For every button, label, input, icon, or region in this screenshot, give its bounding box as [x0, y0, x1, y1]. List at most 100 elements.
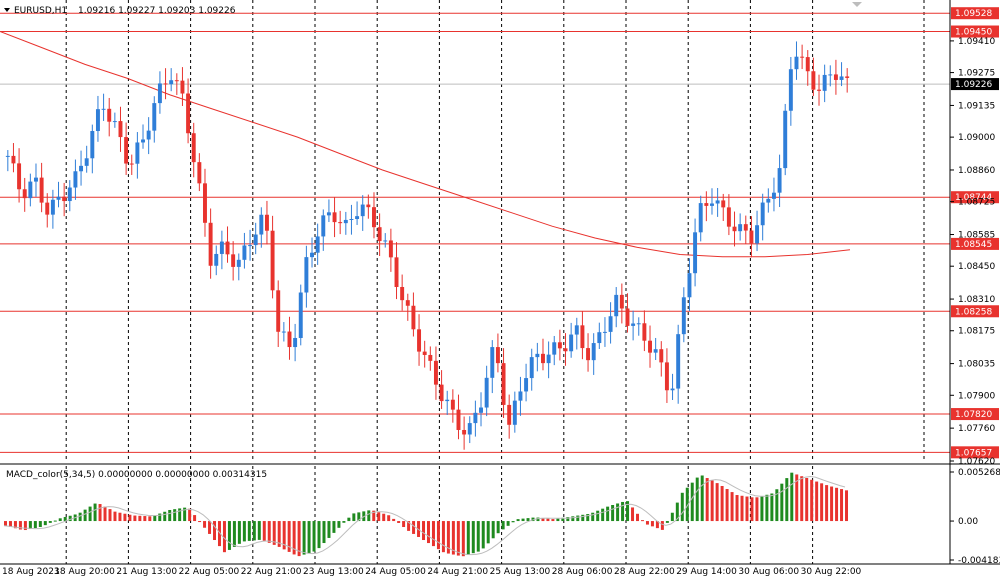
price-tick-label: 1.08035 — [958, 360, 995, 370]
candle-body — [270, 230, 275, 291]
candle-body — [811, 71, 816, 90]
macd-bar — [327, 521, 331, 538]
macd-bar — [805, 478, 809, 522]
level-tag-label: 1.09528 — [955, 9, 992, 19]
candle-body — [653, 349, 658, 353]
price-tick-label: 1.09275 — [958, 69, 995, 79]
macd-bar — [332, 521, 336, 533]
candle-body — [563, 348, 568, 352]
macd-bar — [645, 521, 649, 525]
candle-body — [146, 130, 151, 140]
candle-body — [664, 362, 669, 391]
macd-bar — [431, 521, 435, 547]
candle-body — [687, 273, 692, 298]
macd-bar — [188, 508, 192, 522]
macd-bar — [491, 521, 495, 539]
macd-bar — [312, 521, 316, 552]
macd-bar — [725, 489, 729, 522]
macd-bar — [193, 515, 197, 522]
candle-body — [169, 80, 174, 85]
macd-bar — [267, 521, 271, 543]
scroll-marker-icon[interactable] — [852, 2, 862, 7]
macd-bar — [422, 521, 426, 541]
macd-bar — [800, 476, 804, 522]
macd-bar — [710, 480, 714, 522]
candle-body — [304, 257, 309, 293]
candle-body — [73, 171, 78, 188]
candle-body — [366, 204, 371, 208]
candle-body — [535, 353, 540, 358]
macd-bar — [232, 521, 236, 547]
level-tag — [951, 305, 999, 318]
macd-bar — [93, 503, 97, 522]
macd-bar — [750, 497, 754, 522]
macd-bar — [208, 521, 212, 534]
candle-body — [788, 69, 793, 111]
macd-bar — [655, 521, 659, 529]
macd-bar — [795, 474, 799, 522]
macd-bar — [526, 518, 530, 522]
candle-body — [62, 196, 67, 202]
macd-indicator-label: MACD_color(5,34,5) 0.00000000 0.00000000… — [6, 470, 267, 480]
macd-bar — [118, 512, 122, 522]
candle-body — [625, 308, 630, 326]
candle-body — [214, 253, 219, 266]
macd-bar — [257, 521, 261, 540]
macd-bar — [292, 521, 296, 555]
macd-bar — [337, 521, 341, 528]
candle-body — [95, 109, 100, 132]
macd-bar — [8, 521, 12, 527]
level-tag — [951, 237, 999, 250]
ma-line — [0, 31, 851, 258]
macd-bar — [317, 521, 321, 549]
candle-body — [619, 294, 624, 309]
candle-body — [163, 83, 168, 85]
candle-body — [833, 74, 838, 80]
macd-bar — [392, 518, 396, 522]
moving-average — [0, 31, 851, 258]
dropdown-triangle-icon[interactable] — [4, 8, 10, 12]
macd-bar — [138, 515, 142, 522]
macd-bar — [451, 521, 455, 555]
macd-bar — [168, 509, 172, 522]
candle-body — [388, 240, 393, 258]
macd-bar — [173, 509, 177, 522]
candle-body — [293, 337, 298, 348]
candle-body — [676, 334, 681, 389]
macd-histogram — [3, 472, 849, 557]
candle-body — [636, 323, 641, 325]
macd-bar — [262, 521, 266, 541]
candle-body — [118, 121, 123, 138]
candle-body — [225, 241, 230, 255]
macd-bar — [556, 518, 560, 522]
macd-bar — [222, 521, 226, 553]
candle-body — [394, 257, 399, 287]
price-tick-label: 1.08310 — [958, 295, 995, 305]
candle-body — [602, 331, 607, 333]
macd-bar — [68, 515, 72, 522]
macd-bar — [596, 510, 600, 522]
macd-bar — [237, 521, 241, 544]
candle-body — [794, 56, 799, 70]
candle-body — [67, 187, 72, 202]
candle-body — [101, 108, 106, 110]
macd-bar — [660, 521, 664, 530]
macd-bar — [297, 521, 301, 557]
candle-body — [704, 203, 709, 206]
candle-body — [377, 227, 382, 242]
candle-body — [383, 240, 388, 242]
candle-body — [22, 189, 27, 199]
macd-bar — [98, 504, 102, 522]
macd-bar — [178, 508, 182, 522]
candle-body — [242, 245, 247, 260]
candle-body — [433, 360, 438, 385]
price-tick-label: 1.09410 — [958, 37, 995, 47]
macd-bar — [103, 506, 107, 522]
candle-body — [135, 142, 140, 164]
candle-body — [372, 207, 376, 228]
level-lines: 1.09528 1.09450 1.08744 1.08545 1.08258 1.078… — [0, 7, 999, 459]
candle-body — [191, 133, 196, 163]
symbol-label: EURUSD,H1 — [14, 6, 67, 16]
time-tick-label: 25 Aug 13:00 — [490, 567, 551, 577]
